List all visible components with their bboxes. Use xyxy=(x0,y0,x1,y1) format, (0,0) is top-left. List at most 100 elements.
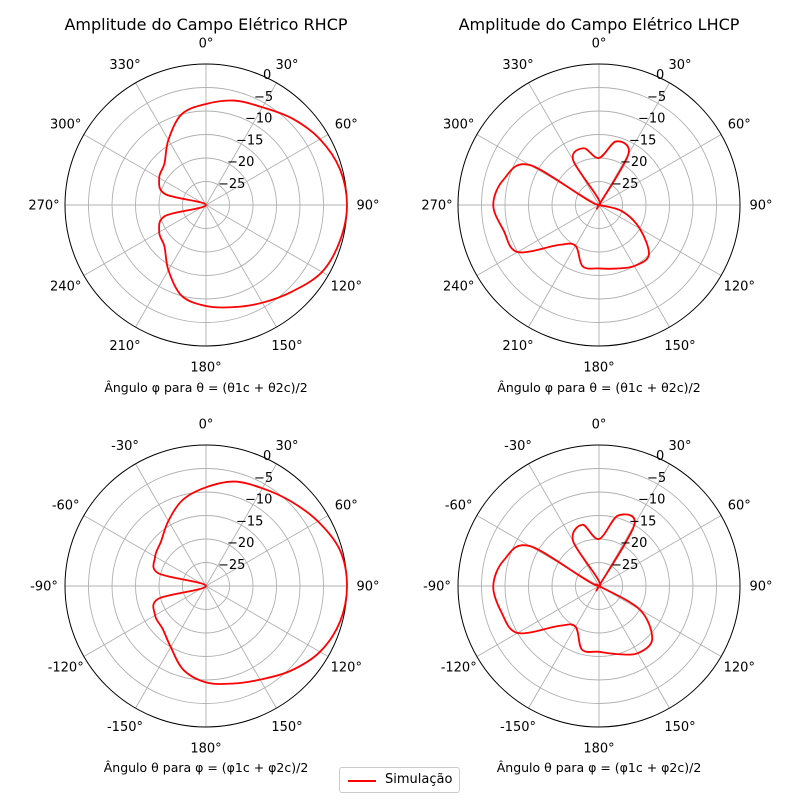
series-line xyxy=(492,140,650,270)
radial-tick-label: −15 xyxy=(236,133,263,148)
angular-gridline xyxy=(598,515,722,587)
angular-gridline xyxy=(528,204,600,328)
radial-tick-label: −20 xyxy=(227,155,254,170)
angular-gridline xyxy=(598,134,722,206)
angle-tick-label: 300° xyxy=(50,118,81,133)
radial-tick-label: −10 xyxy=(245,112,272,127)
angle-tick-label: 180° xyxy=(190,742,221,757)
angle-tick-label: 60° xyxy=(335,118,358,133)
angular-gridline xyxy=(135,82,207,206)
angular-gridline xyxy=(598,585,722,657)
angular-gridline xyxy=(205,82,277,206)
radial-tick-label: −15 xyxy=(236,514,263,529)
angle-tick-label: 150° xyxy=(271,720,302,735)
radial-tick-label: 0 xyxy=(263,68,271,83)
angle-tick-label: 120° xyxy=(331,280,362,295)
angle-tick-label: 90° xyxy=(749,580,772,595)
chart-title: Amplitude do Campo Elétrico LHCP xyxy=(459,15,740,34)
angle-tick-label: 120° xyxy=(724,280,755,295)
radial-tick-label: −25 xyxy=(611,558,638,573)
legend: Simulação xyxy=(339,767,460,793)
angular-gridline xyxy=(205,204,277,328)
radial-tick-label: −25 xyxy=(218,558,245,573)
angular-gridline xyxy=(598,204,722,276)
radial-tick-label: −10 xyxy=(245,493,272,508)
polar-chart-1: 0° 30° 60° 90° 120° 150° 180° 210° 240° 270° 300° 3… xyxy=(28,15,379,395)
angle-tick-label: 150° xyxy=(664,720,695,735)
angular-gridline xyxy=(476,585,600,657)
radial-tick-label: −20 xyxy=(227,536,254,551)
radial-tick-label: −5 xyxy=(254,471,273,486)
radial-tick-label: −20 xyxy=(620,155,647,170)
angular-gridline xyxy=(528,82,600,206)
angle-tick-label: 240° xyxy=(443,280,474,295)
radial-tick-label: −15 xyxy=(629,514,656,529)
angle-tick-label: 210° xyxy=(109,339,140,354)
series-line xyxy=(158,99,348,309)
angle-tick-label: 30° xyxy=(668,58,691,73)
angle-tick-label: -30° xyxy=(504,439,532,454)
axis-label: Ângulo φ para θ = (θ1c + θ2c)/2 xyxy=(497,380,700,395)
radial-tick-label: −10 xyxy=(638,493,665,508)
angle-tick-label: 60° xyxy=(728,118,751,133)
angular-gridline xyxy=(205,204,329,276)
angular-gridline xyxy=(83,204,207,276)
radial-tick-label: −20 xyxy=(620,536,647,551)
angle-tick-label: 180° xyxy=(583,361,614,376)
legend-line-swatch xyxy=(348,780,376,782)
radial-tick-label: −15 xyxy=(629,133,656,148)
angle-tick-label: -60° xyxy=(445,499,473,514)
radial-tick-label: 0 xyxy=(656,449,664,464)
angle-tick-label: 210° xyxy=(502,339,533,354)
angle-tick-label: 0° xyxy=(199,418,214,433)
axis-label: Ângulo θ para φ = (φ1c + φ2c)/2 xyxy=(497,760,702,775)
polar-chart-3: 0° 30° 60° 90° 120° 150° 180° -150° -120° -90° -60… xyxy=(30,418,379,776)
radial-tick-label: 0 xyxy=(263,449,271,464)
angle-tick-label: 120° xyxy=(331,661,362,676)
angle-tick-label: -120° xyxy=(441,661,477,676)
axis-label: Ângulo φ para θ = (θ1c + θ2c)/2 xyxy=(104,380,307,395)
angle-tick-label: 60° xyxy=(728,499,751,514)
series-line xyxy=(492,513,654,656)
angular-gridline xyxy=(598,585,670,709)
angular-gridline xyxy=(205,585,277,709)
angle-tick-label: 180° xyxy=(583,742,614,757)
polar-spine xyxy=(457,63,741,347)
angle-tick-label: 270° xyxy=(28,199,59,214)
angle-tick-label: 90° xyxy=(356,199,379,214)
angular-gridline xyxy=(83,134,207,206)
angle-tick-label: -90° xyxy=(423,580,451,595)
radial-tick-label: −25 xyxy=(611,177,638,192)
radial-tick-label: −5 xyxy=(647,90,666,105)
angle-tick-label: 270° xyxy=(421,199,452,214)
angle-tick-label: 60° xyxy=(335,499,358,514)
angular-gridline xyxy=(476,204,600,276)
radial-tick-label: −25 xyxy=(218,177,245,192)
legend-label: Simulação xyxy=(385,772,453,787)
radial-tick-label: −10 xyxy=(638,112,665,127)
angle-tick-label: -60° xyxy=(52,499,80,514)
angle-tick-label: 150° xyxy=(664,339,695,354)
radial-tick-label: −5 xyxy=(647,471,666,486)
angle-tick-label: 120° xyxy=(724,661,755,676)
angular-gridline xyxy=(83,515,207,587)
angle-tick-label: -120° xyxy=(48,661,84,676)
angle-tick-label: 30° xyxy=(668,439,691,454)
chart-title: Amplitude do Campo Elétrico RHCP xyxy=(64,15,347,34)
angle-tick-label: 330° xyxy=(109,58,140,73)
angular-gridline xyxy=(205,585,329,657)
angle-tick-label: -150° xyxy=(500,720,536,735)
polar-spine xyxy=(457,444,741,728)
angle-tick-label: -150° xyxy=(107,720,143,735)
angle-tick-label: 300° xyxy=(443,118,474,133)
angle-tick-label: 0° xyxy=(199,37,214,52)
angle-tick-label: 30° xyxy=(275,439,298,454)
angle-tick-label: 90° xyxy=(749,199,772,214)
angle-tick-label: 90° xyxy=(356,580,379,595)
angle-tick-label: 330° xyxy=(502,58,533,73)
polar-chart-2: 0° 30° 60° 90° 120° 150° 180° 210° 240° 270° 300° 3… xyxy=(421,15,772,395)
angular-gridline xyxy=(205,515,329,587)
angular-gridline xyxy=(205,463,277,587)
angular-gridline xyxy=(528,463,600,587)
angular-gridline xyxy=(135,463,207,587)
